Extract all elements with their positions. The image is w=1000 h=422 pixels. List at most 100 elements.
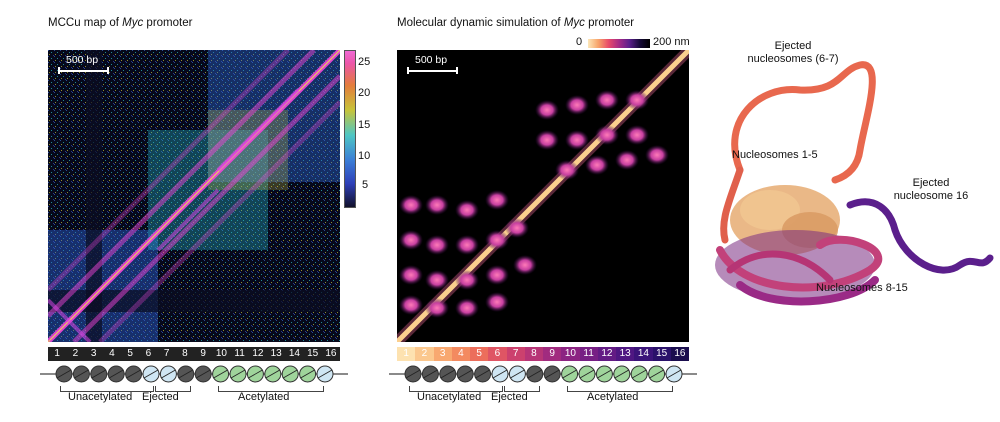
nucleosome-number: 12 [252,348,264,359]
contact-blob [455,200,479,220]
left-panel-title: MCCu map of Myc promoter [48,17,192,29]
nucleosome-number: 12 [597,347,616,361]
nucleosome-number: 8 [524,347,543,361]
contact-blob [399,195,423,215]
middle-title-text: Molecular dynamic simulation of [397,17,564,29]
ejected-right-label: Ejected nucleosome 16 [876,177,986,203]
nucleosome-number: 10 [215,348,227,359]
nucleosome-number: 9 [200,348,206,359]
left-title-suffix: promoter [143,17,193,29]
nucleosomes-8-15-label: Nucleosomes 8-15 [816,282,908,294]
middle-title-suffix: promoter [584,17,635,29]
contact-blob [625,125,649,145]
contact-blob [399,295,423,315]
contact-blob [455,298,479,318]
left-colorbar-tick: 20 [358,87,371,99]
middle-scale-bar [407,70,457,72]
left-nucleosome-schematic [40,362,348,386]
contact-blob [535,130,559,150]
contact-blob [585,155,609,175]
nucleosome-number: 6 [145,348,152,359]
middle-colorbar-max: 200 nm [653,36,690,48]
left-colorbar-tick: 15 [358,119,371,131]
contact-blob [425,298,449,318]
nucleosome-number: 10 [561,347,580,361]
left-colorbar [344,50,356,208]
middle-colorbar [588,39,650,48]
nucleosome-number: 5 [470,347,489,361]
left-colorbar-tick: 5 [362,179,369,191]
left-colorbar-ticks: 25 20 15 10 5 [356,56,386,206]
left-scale-bar-tick-start [58,67,60,74]
contact-blob [565,130,589,150]
nucleosome-number: 6 [488,347,507,361]
nucleosome-number: 14 [288,348,300,359]
nucleosome-number: 5 [127,348,133,359]
contact-blob [455,235,479,255]
contact-blob [485,230,509,250]
middle-scale-bar-tick-start [407,67,409,74]
middle-ejected-bracket [504,386,540,392]
simulation-heatmap: 500 bp [397,50,689,342]
contact-blob [595,90,619,110]
left-colorbar-tick: 25 [358,56,371,68]
contact-blob [485,190,509,210]
contact-blob [595,125,619,145]
nucleosome-number: 13 [616,347,635,361]
ejected-top-label-line1: Ejected [774,40,812,52]
ejected-right-label-line1: Ejected [912,177,950,189]
nucleosome-number: 15 [652,347,671,361]
contact-blob [399,230,423,250]
nucleosome-number: 16 [325,348,337,359]
contact-blob [425,235,449,255]
ejected-top-label-line2: nucleosomes (6-7) [747,53,839,65]
contact-blob [399,265,423,285]
left-colorbar-tick: 10 [358,150,371,162]
nucleosome-number: 3 [90,348,97,359]
left-acetylated-bracket [218,386,324,392]
left-unacetylated-label: Unacetylated [68,391,133,403]
middle-acetylated-label: Acetylated [587,391,639,403]
middle-unacetylated-label: Unacetylated [417,391,482,403]
middle-colorbar-min: 0 [576,36,583,48]
middle-scale-bar-tick-end [456,67,458,74]
left-unacetylated-bracket [60,386,154,392]
left-ejected-bracket [155,386,191,392]
left-scale-bar-tick-end [107,67,109,74]
mccu-heatmap: 500 bp [48,50,340,342]
ejected-right-label-line2: nucleosome 16 [893,190,969,202]
nucleosome-number: 7 [163,348,170,359]
ejected-nucleosomes-6-7-strand [731,61,876,184]
nucleosome-number: 13 [270,348,282,359]
nucleosome-number: 3 [433,347,452,361]
contact-blob [485,265,509,285]
contact-blob [425,270,449,290]
nucleosomes-1-5-label: Nucleosomes 1-5 [732,149,818,161]
nucleosome-number: 2 [72,348,79,359]
middle-nucleosome-index-bar: 1 2 3 4 5 6 7 8 9 10 11 12 13 14 15 16 [397,347,689,361]
nucleosome-number: 2 [415,347,434,361]
left-title-text: MCCu map of [48,17,123,29]
left-acetylated-label: Acetylated [238,391,290,403]
middle-nucleosome-schematic [389,362,697,386]
left-scale-bar [58,70,108,72]
ejected-top-label: Ejected nucleosomes (6-7) [745,40,841,66]
chromatin-3d-structure [700,30,1000,360]
nucleosome-number: 9 [543,347,562,361]
middle-unacetylated-bracket [409,386,503,392]
nucleosome-number: 1 [54,348,60,359]
contact-blob [513,255,537,275]
left-nucleosome-index-bar: 1 2 3 4 5 6 7 8 9 10 11 12 13 14 15 16 [48,347,340,361]
contact-blob [455,270,479,290]
nucleosome-number: 15 [307,348,319,359]
middle-panel-title: Molecular dynamic simulation of Myc prom… [397,17,634,29]
nucleosome-number: 11 [234,348,245,359]
ejected-nucleosome-16-strand [846,198,994,274]
contact-blob [645,145,669,165]
middle-acetylated-bracket [567,386,673,392]
contact-blob [615,150,639,170]
nucleosome-number: 4 [109,348,115,359]
contact-blob [485,292,509,312]
left-scale-bar-label: 500 bp [66,54,99,66]
contact-blob [505,218,529,238]
